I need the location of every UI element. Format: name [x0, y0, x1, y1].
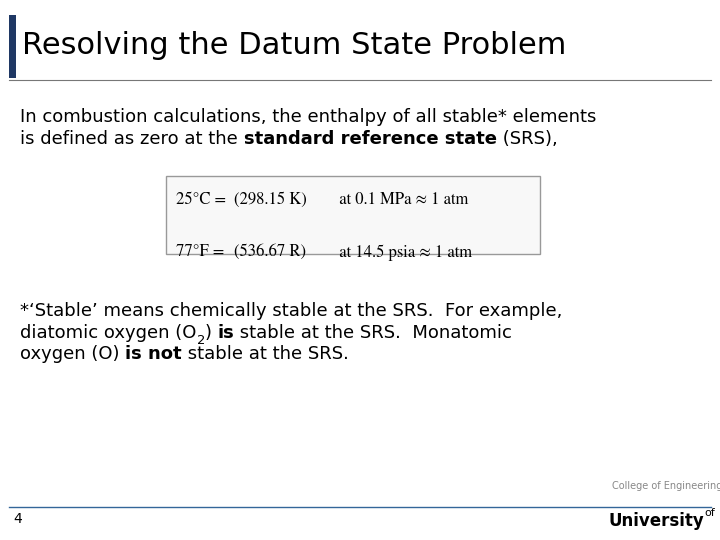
- Text: *‘Stable’ means chemically stable at the SRS.  For example,: *‘Stable’ means chemically stable at the…: [20, 302, 562, 320]
- Bar: [9, 15, 16, 78]
- Text: 77°F =: 77°F =: [176, 244, 229, 260]
- Text: diatomic oxygen (O: diatomic oxygen (O: [20, 324, 197, 342]
- Text: 4: 4: [13, 512, 22, 526]
- Text: of: of: [704, 508, 715, 518]
- Text: (SRS),: (SRS),: [497, 130, 557, 147]
- Text: In combustion calculations, the enthalpy of all stable* elements: In combustion calculations, the enthalpy…: [20, 108, 597, 126]
- Text: stable at the SRS.  Monatomic: stable at the SRS. Monatomic: [234, 324, 512, 342]
- Text: University: University: [608, 512, 704, 530]
- Text: (298.15 K): (298.15 K): [234, 192, 307, 208]
- Text: Idaho: Idaho: [715, 512, 720, 530]
- Text: is defined as zero at the: is defined as zero at the: [20, 130, 243, 147]
- Text: at 0.1 MPa ≈ 1 atm: at 0.1 MPa ≈ 1 atm: [331, 192, 469, 208]
- Text: Resolving the Datum State Problem: Resolving the Datum State Problem: [22, 31, 566, 60]
- Text: is: is: [217, 324, 234, 342]
- Text: 25°C =: 25°C =: [176, 192, 230, 208]
- Text: (536.67 R): (536.67 R): [234, 244, 306, 260]
- Text: College of Engineering: College of Engineering: [612, 481, 720, 491]
- Text: ): ): [204, 324, 217, 342]
- Text: at 14.5 psia ≈ 1 atm: at 14.5 psia ≈ 1 atm: [331, 244, 472, 260]
- Text: stable at the SRS.: stable at the SRS.: [182, 345, 349, 362]
- Text: is not: is not: [125, 345, 182, 362]
- Text: 2: 2: [197, 334, 204, 347]
- Text: oxygen (O): oxygen (O): [20, 345, 125, 362]
- FancyBboxPatch shape: [166, 176, 540, 254]
- Text: standard reference state: standard reference state: [243, 130, 497, 147]
